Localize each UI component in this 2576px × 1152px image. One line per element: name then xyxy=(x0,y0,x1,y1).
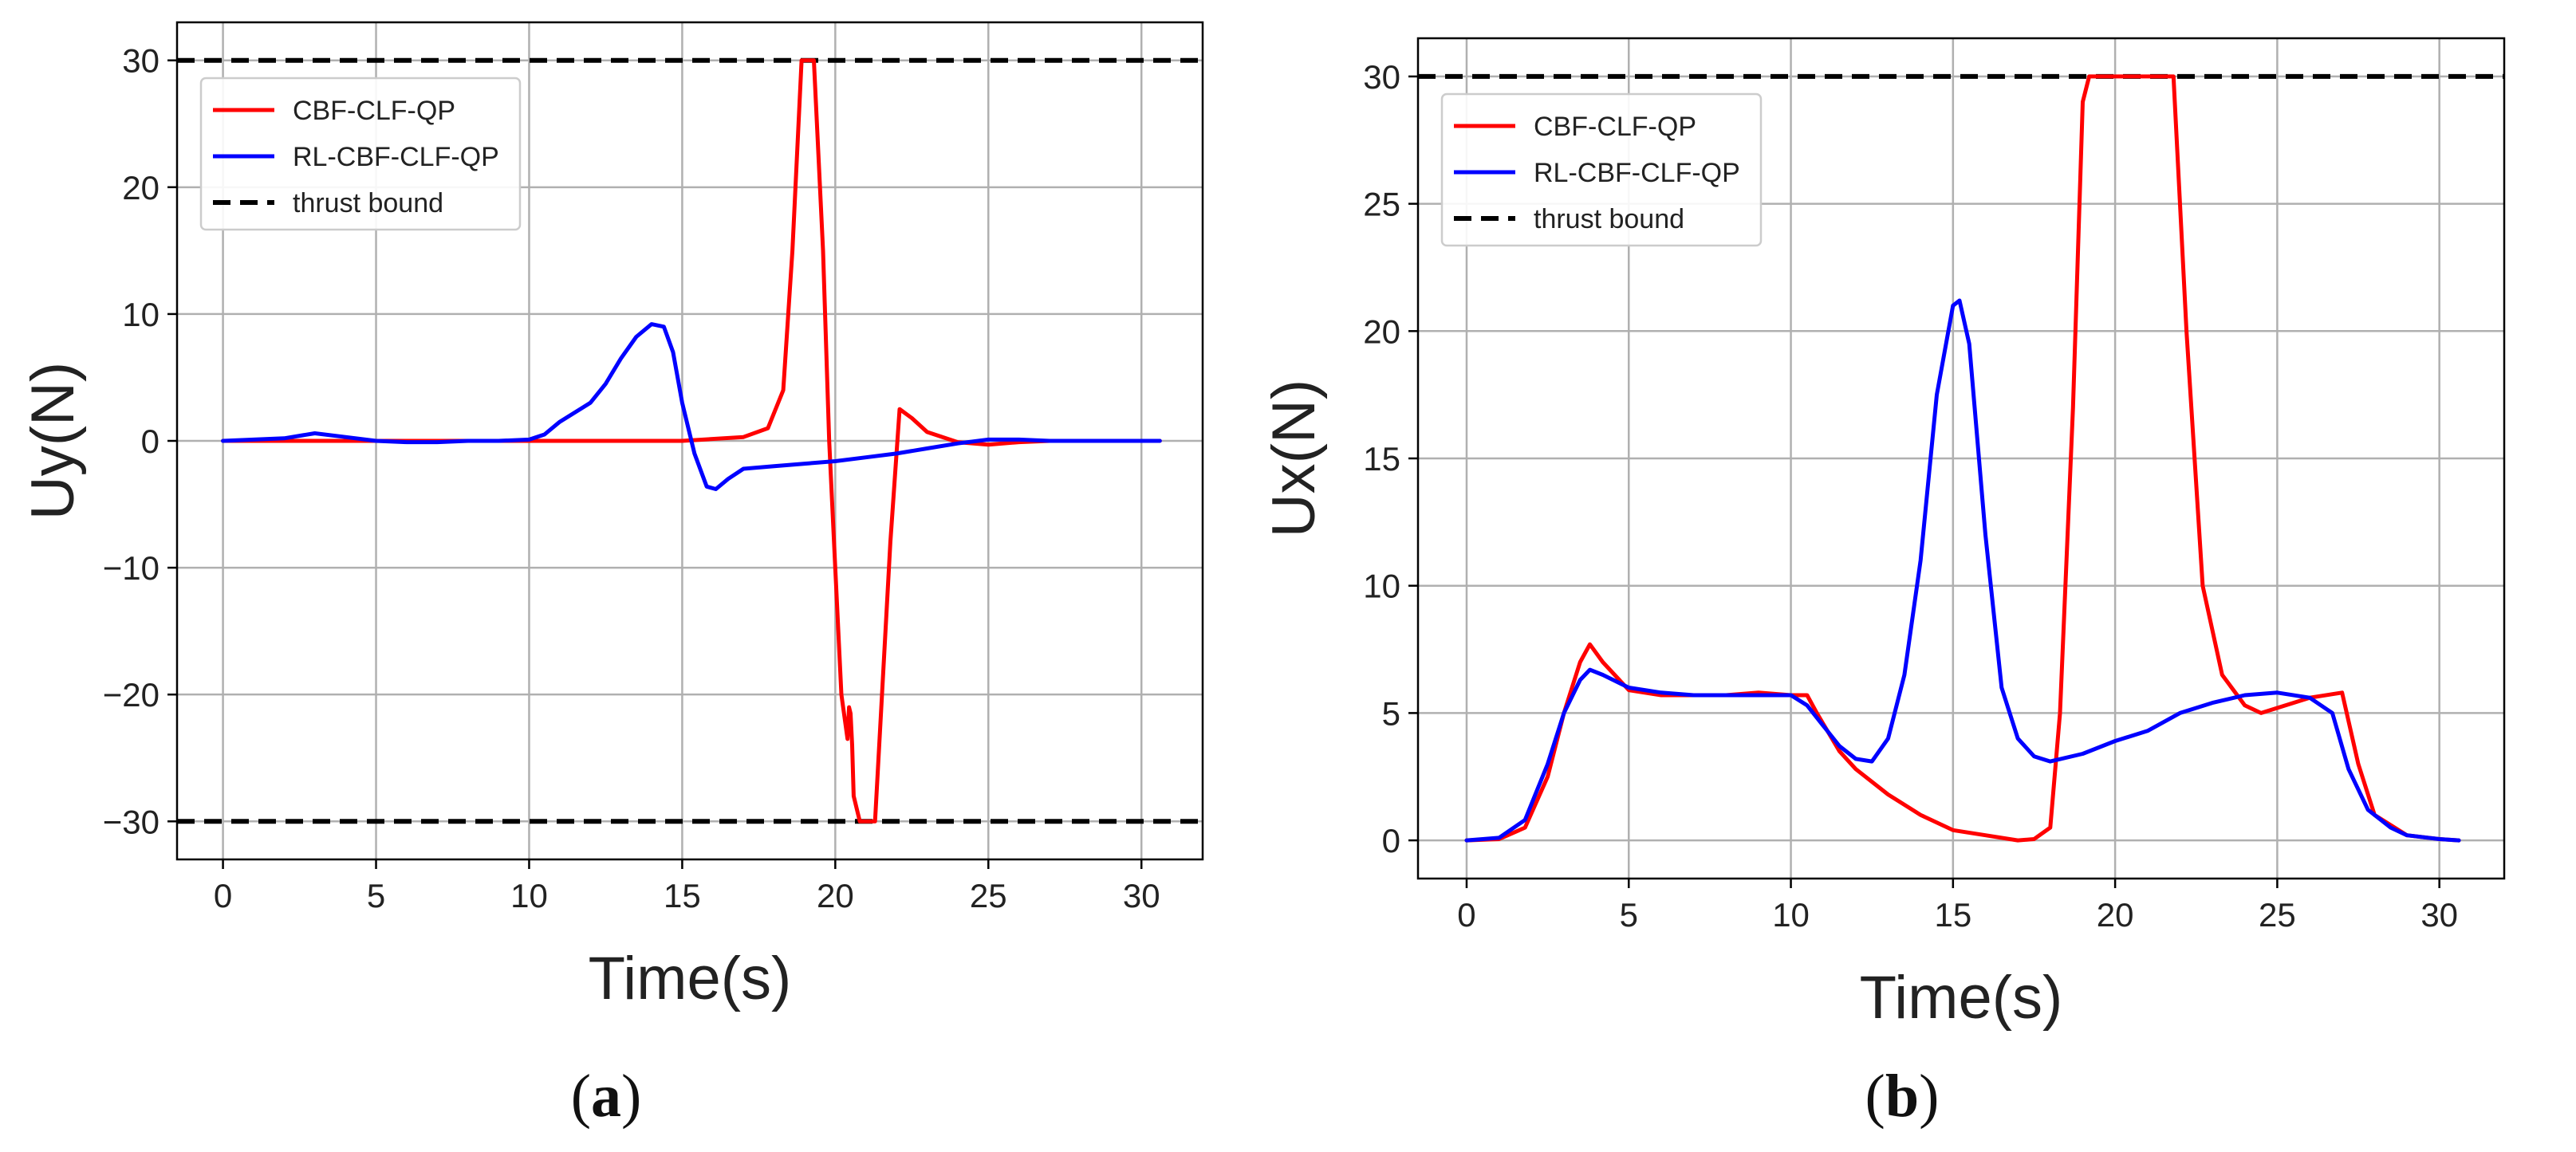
caption-paren-open: ( xyxy=(571,1063,591,1130)
x-axis-label: Time(s) xyxy=(1860,964,2063,1032)
x-tick-label: 25 xyxy=(970,877,1007,914)
x-tick-label: 0 xyxy=(1457,896,1475,934)
chart-panel-b: 0 5 10 15 20 25 30 0 5 10 15 20 25 30 CBF-CLF-QP RL-CBF… xyxy=(1260,37,2506,1130)
legend-box xyxy=(199,77,522,231)
y-tick-label: 10 xyxy=(122,296,160,333)
y-tick-label: 20 xyxy=(122,169,160,206)
series-line xyxy=(221,322,1162,491)
series-line xyxy=(221,58,1162,824)
y-tick-label: 0 xyxy=(1382,822,1400,859)
y-tick-label: −30 xyxy=(103,803,160,840)
legend-label: RL-CBF-CLF-QP xyxy=(293,142,499,172)
x-tick-label: 15 xyxy=(1934,896,1971,934)
x-tick-label: 10 xyxy=(510,877,548,914)
legend-label: RL-CBF-CLF-QP xyxy=(1534,158,1740,188)
caption-paren-close: ) xyxy=(1919,1063,1939,1130)
x-tick-label: 25 xyxy=(2259,896,2296,934)
legend-box xyxy=(1440,92,1763,247)
x-tick-label: 10 xyxy=(1772,896,1810,934)
caption-paren-close: ) xyxy=(621,1063,641,1130)
x-axis-label: Time(s) xyxy=(589,945,792,1012)
x-tick-label: 20 xyxy=(2097,896,2134,934)
y-tick-label: −20 xyxy=(103,676,160,714)
x-tick-label: 20 xyxy=(817,877,854,914)
y-tick-label: 30 xyxy=(122,42,160,80)
panel-caption: (b) xyxy=(1865,1063,1940,1130)
legend-label: thrust bound xyxy=(293,188,443,218)
series-line xyxy=(1464,74,2461,843)
y-tick-label: −10 xyxy=(103,549,160,587)
y-tick-label: 20 xyxy=(1363,313,1400,350)
series-line xyxy=(1464,298,2461,843)
y-tick-label: 0 xyxy=(141,423,160,460)
caption-letter: b xyxy=(1885,1063,1919,1130)
x-tick-label: 30 xyxy=(1123,877,1160,914)
y-tick-label: 15 xyxy=(1363,440,1400,478)
x-tick-label: 5 xyxy=(1620,896,1638,934)
y-tick-label: 25 xyxy=(1363,186,1400,223)
legend-label: CBF-CLF-QP xyxy=(1534,112,1696,142)
x-tick-label: 0 xyxy=(214,877,232,914)
plot-frame xyxy=(175,21,1204,861)
panel-caption: (a) xyxy=(571,1063,642,1130)
y-axis-label: Ux(N) xyxy=(1260,379,1328,537)
y-tick-label: 5 xyxy=(1382,694,1400,732)
legend-label: CBF-CLF-QP xyxy=(293,96,455,126)
plot-frame xyxy=(1416,37,2506,880)
x-tick-label: 5 xyxy=(367,877,385,914)
chart-panel-a: 0 5 10 15 20 25 30 −30 −20 −10 0 10 20 30 CBF-CLF-QP RL… xyxy=(19,21,1204,1130)
y-tick-label: 30 xyxy=(1363,58,1400,96)
legend-label: thrust bound xyxy=(1534,204,1684,234)
x-tick-label: 30 xyxy=(2420,896,2458,934)
y-tick-label: 10 xyxy=(1363,568,1400,605)
y-axis-label: Uy(N) xyxy=(19,362,87,520)
x-tick-label: 15 xyxy=(664,877,701,914)
caption-letter: a xyxy=(591,1063,621,1130)
caption-paren-open: ( xyxy=(1865,1063,1885,1130)
